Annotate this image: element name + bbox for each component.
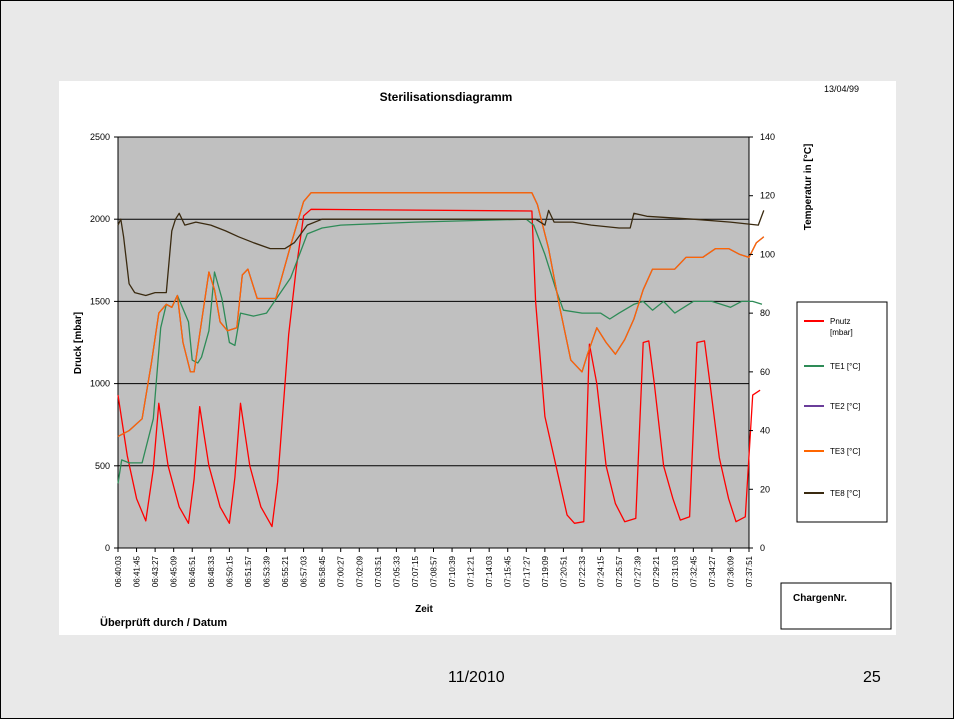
x-tick-label: 07:03:51 — [374, 555, 383, 587]
legend-label: TE3 [°C] — [830, 447, 860, 456]
y-tick-label: 1000 — [90, 379, 110, 389]
x-tick-label: 07:34:27 — [708, 555, 717, 587]
chart-container: Sterilisationsdiagramm 13/04/99 0 500 1000… — [59, 81, 896, 635]
x-tick-label: 07:22:33 — [578, 555, 587, 587]
chart-title: Sterilisationsdiagramm — [380, 90, 513, 104]
x-tick-label: 06:45:09 — [170, 555, 179, 587]
x-tick-label: 07:31:03 — [671, 555, 680, 587]
y2-tick-label: 60 — [760, 367, 770, 377]
x-tick-label: 07:17:27 — [522, 555, 531, 587]
x-tick-label: 06:51:57 — [244, 555, 253, 587]
series-lines — [117, 192, 765, 528]
x-tick-label: 07:07:15 — [411, 555, 420, 587]
legend-label: TE1 [°C] — [830, 362, 860, 371]
x-tick-label: 07:29:21 — [652, 555, 661, 587]
series-line-4 — [117, 192, 765, 437]
y2-tick-label: 100 — [760, 249, 775, 259]
plot-area — [117, 136, 750, 549]
page-number: 25 — [863, 669, 881, 686]
x-tick-label: 07:10:39 — [448, 555, 457, 587]
x-axis: 06:40:03 06:41:45 06:43:27 06:45:09 06:46:51… — [114, 548, 754, 587]
y2-tick-label: 140 — [760, 132, 775, 142]
x-tick-label: 06:58:45 — [318, 555, 327, 587]
x-tick-label: 07:32:45 — [689, 555, 698, 587]
x-tick-label: 07:20:51 — [559, 555, 568, 587]
x-tick-label: 07:00:27 — [337, 555, 346, 587]
batch-box — [780, 582, 892, 630]
y-tick-label: 2000 — [90, 214, 110, 224]
y2-tick-label: 0 — [760, 543, 765, 553]
x-axis-label: Zeit — [415, 604, 433, 615]
series-line-1 — [117, 208, 761, 528]
x-tick-label: 06:57:03 — [300, 555, 309, 587]
x-tick-label: 06:48:33 — [207, 555, 216, 587]
legend: Pnutz [mbar] TE1 [°C] TE2 [°C] TE3 [°C] TE8 [… — [804, 317, 860, 498]
batch-label: ChargenNr. — [793, 593, 847, 604]
x-tick-label: 07:27:39 — [634, 555, 643, 587]
legend-box — [796, 301, 888, 523]
x-tick-label: 07:15:45 — [504, 555, 513, 587]
series-line-5 — [117, 209, 765, 297]
y2-axis-label: Temperatur in [°C] — [803, 144, 814, 231]
x-tick-label: 06:55:21 — [281, 555, 290, 587]
y-tick-label: 2500 — [90, 132, 110, 142]
y-tick-label: 500 — [95, 461, 110, 471]
y2-tick-label: 40 — [760, 426, 770, 436]
right-axis: 0 20 40 60 80 100 120 140 — [749, 132, 775, 553]
x-tick-label: 07:25:57 — [615, 555, 624, 587]
x-tick-label: 07:12:21 — [467, 555, 476, 587]
y2-tick-label: 20 — [760, 484, 770, 494]
legend-label: [mbar] — [830, 328, 853, 337]
x-tick-label: 06:40:03 — [114, 555, 123, 587]
chart-date: 13/04/99 — [824, 84, 859, 94]
y-tick-label: 1500 — [90, 296, 110, 306]
x-tick-label: 07:24:15 — [597, 555, 606, 587]
y-tick-label: 0 — [105, 543, 110, 553]
x-tick-label: 07:36:09 — [726, 555, 735, 587]
x-tick-label: 07:19:09 — [541, 555, 550, 587]
x-tick-label: 07:37:51 — [745, 555, 754, 587]
legend-label: TE8 [°C] — [830, 489, 860, 498]
x-tick-label: 06:46:51 — [188, 555, 197, 587]
x-tick-label: 07:05:33 — [392, 555, 401, 587]
legend-label: TE2 [°C] — [830, 402, 860, 411]
y2-tick-label: 120 — [760, 191, 775, 201]
y-axis-label: Druck [mbar] — [73, 312, 84, 374]
sterilization-chart: Sterilisationsdiagramm 13/04/99 05001000… — [73, 84, 892, 630]
x-tick-label: 07:14:03 — [485, 555, 494, 587]
x-tick-label: 06:43:27 — [151, 555, 160, 587]
legend-label: Pnutz — [830, 317, 850, 326]
x-tick-label: 06:50:15 — [225, 555, 234, 587]
x-tick-label: 07:02:09 — [355, 555, 364, 587]
x-tick-label: 06:53:39 — [262, 555, 271, 587]
check-label: Überprüft durch / Datum — [100, 616, 227, 629]
left-axis: 0 500 1000 1500 2000 2500 — [90, 132, 118, 553]
x-tick-label: 06:41:45 — [133, 555, 142, 587]
y2-tick-label: 80 — [760, 308, 770, 318]
footer-date: 11/2010 — [448, 669, 505, 686]
x-tick-label: 07:08:57 — [430, 555, 439, 587]
